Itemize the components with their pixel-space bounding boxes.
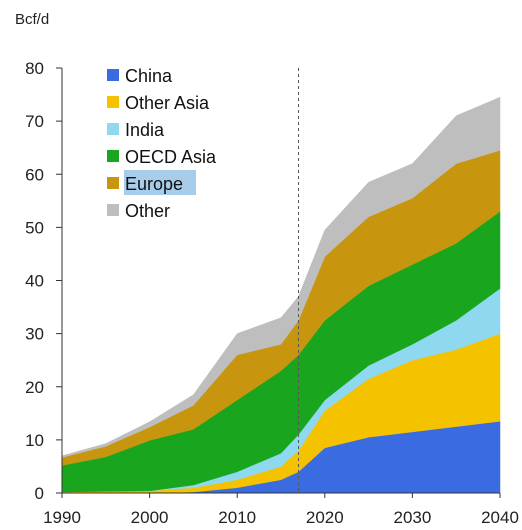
legend-label-other: Other [125,201,170,221]
x-tick-label: 2010 [218,508,256,527]
y-tick-label: 80 [25,59,44,78]
y-tick-label: 10 [25,431,44,450]
legend-swatch-europe [107,177,119,189]
legend-label-india: India [125,120,165,140]
area-series-group [61,96,501,494]
x-tick-label: 2020 [306,508,344,527]
x-tick-label: 1990 [43,508,81,527]
y-tick-label: 0 [35,484,44,503]
legend-selection-highlight [124,170,196,195]
legend-swatch-other [107,204,119,216]
legend-swatch-other-asia [107,96,119,108]
x-ticks-group: 1990 2000 2010 2020 2030 2040 [43,493,519,527]
legend-label-oecd-asia: OECD Asia [125,147,217,167]
legend-label-other-asia: Other Asia [125,93,210,113]
y-tick-label: 60 [25,165,44,184]
y-ticks-group: 0 10 20 30 40 50 60 70 80 [25,59,62,503]
y-tick-label: 30 [25,325,44,344]
legend: China Other Asia India OECD Asia Europe Other [107,66,217,221]
y-tick-label: 20 [25,378,44,397]
legend-label-europe: Europe [125,174,183,194]
y-axis-unit-label: Bcf/d [15,11,49,28]
x-tick-label: 2030 [393,508,431,527]
legend-swatch-oecd-asia [107,150,119,162]
y-tick-label: 40 [25,272,44,291]
x-tick-label: 2040 [481,508,519,527]
legend-label-china: China [125,66,173,86]
legend-swatch-india [107,123,119,135]
area-series-other [61,96,501,458]
y-tick-label: 70 [25,112,44,131]
legend-swatch-china [107,69,119,81]
y-tick-label: 50 [25,218,44,237]
x-tick-label: 2000 [131,508,169,527]
